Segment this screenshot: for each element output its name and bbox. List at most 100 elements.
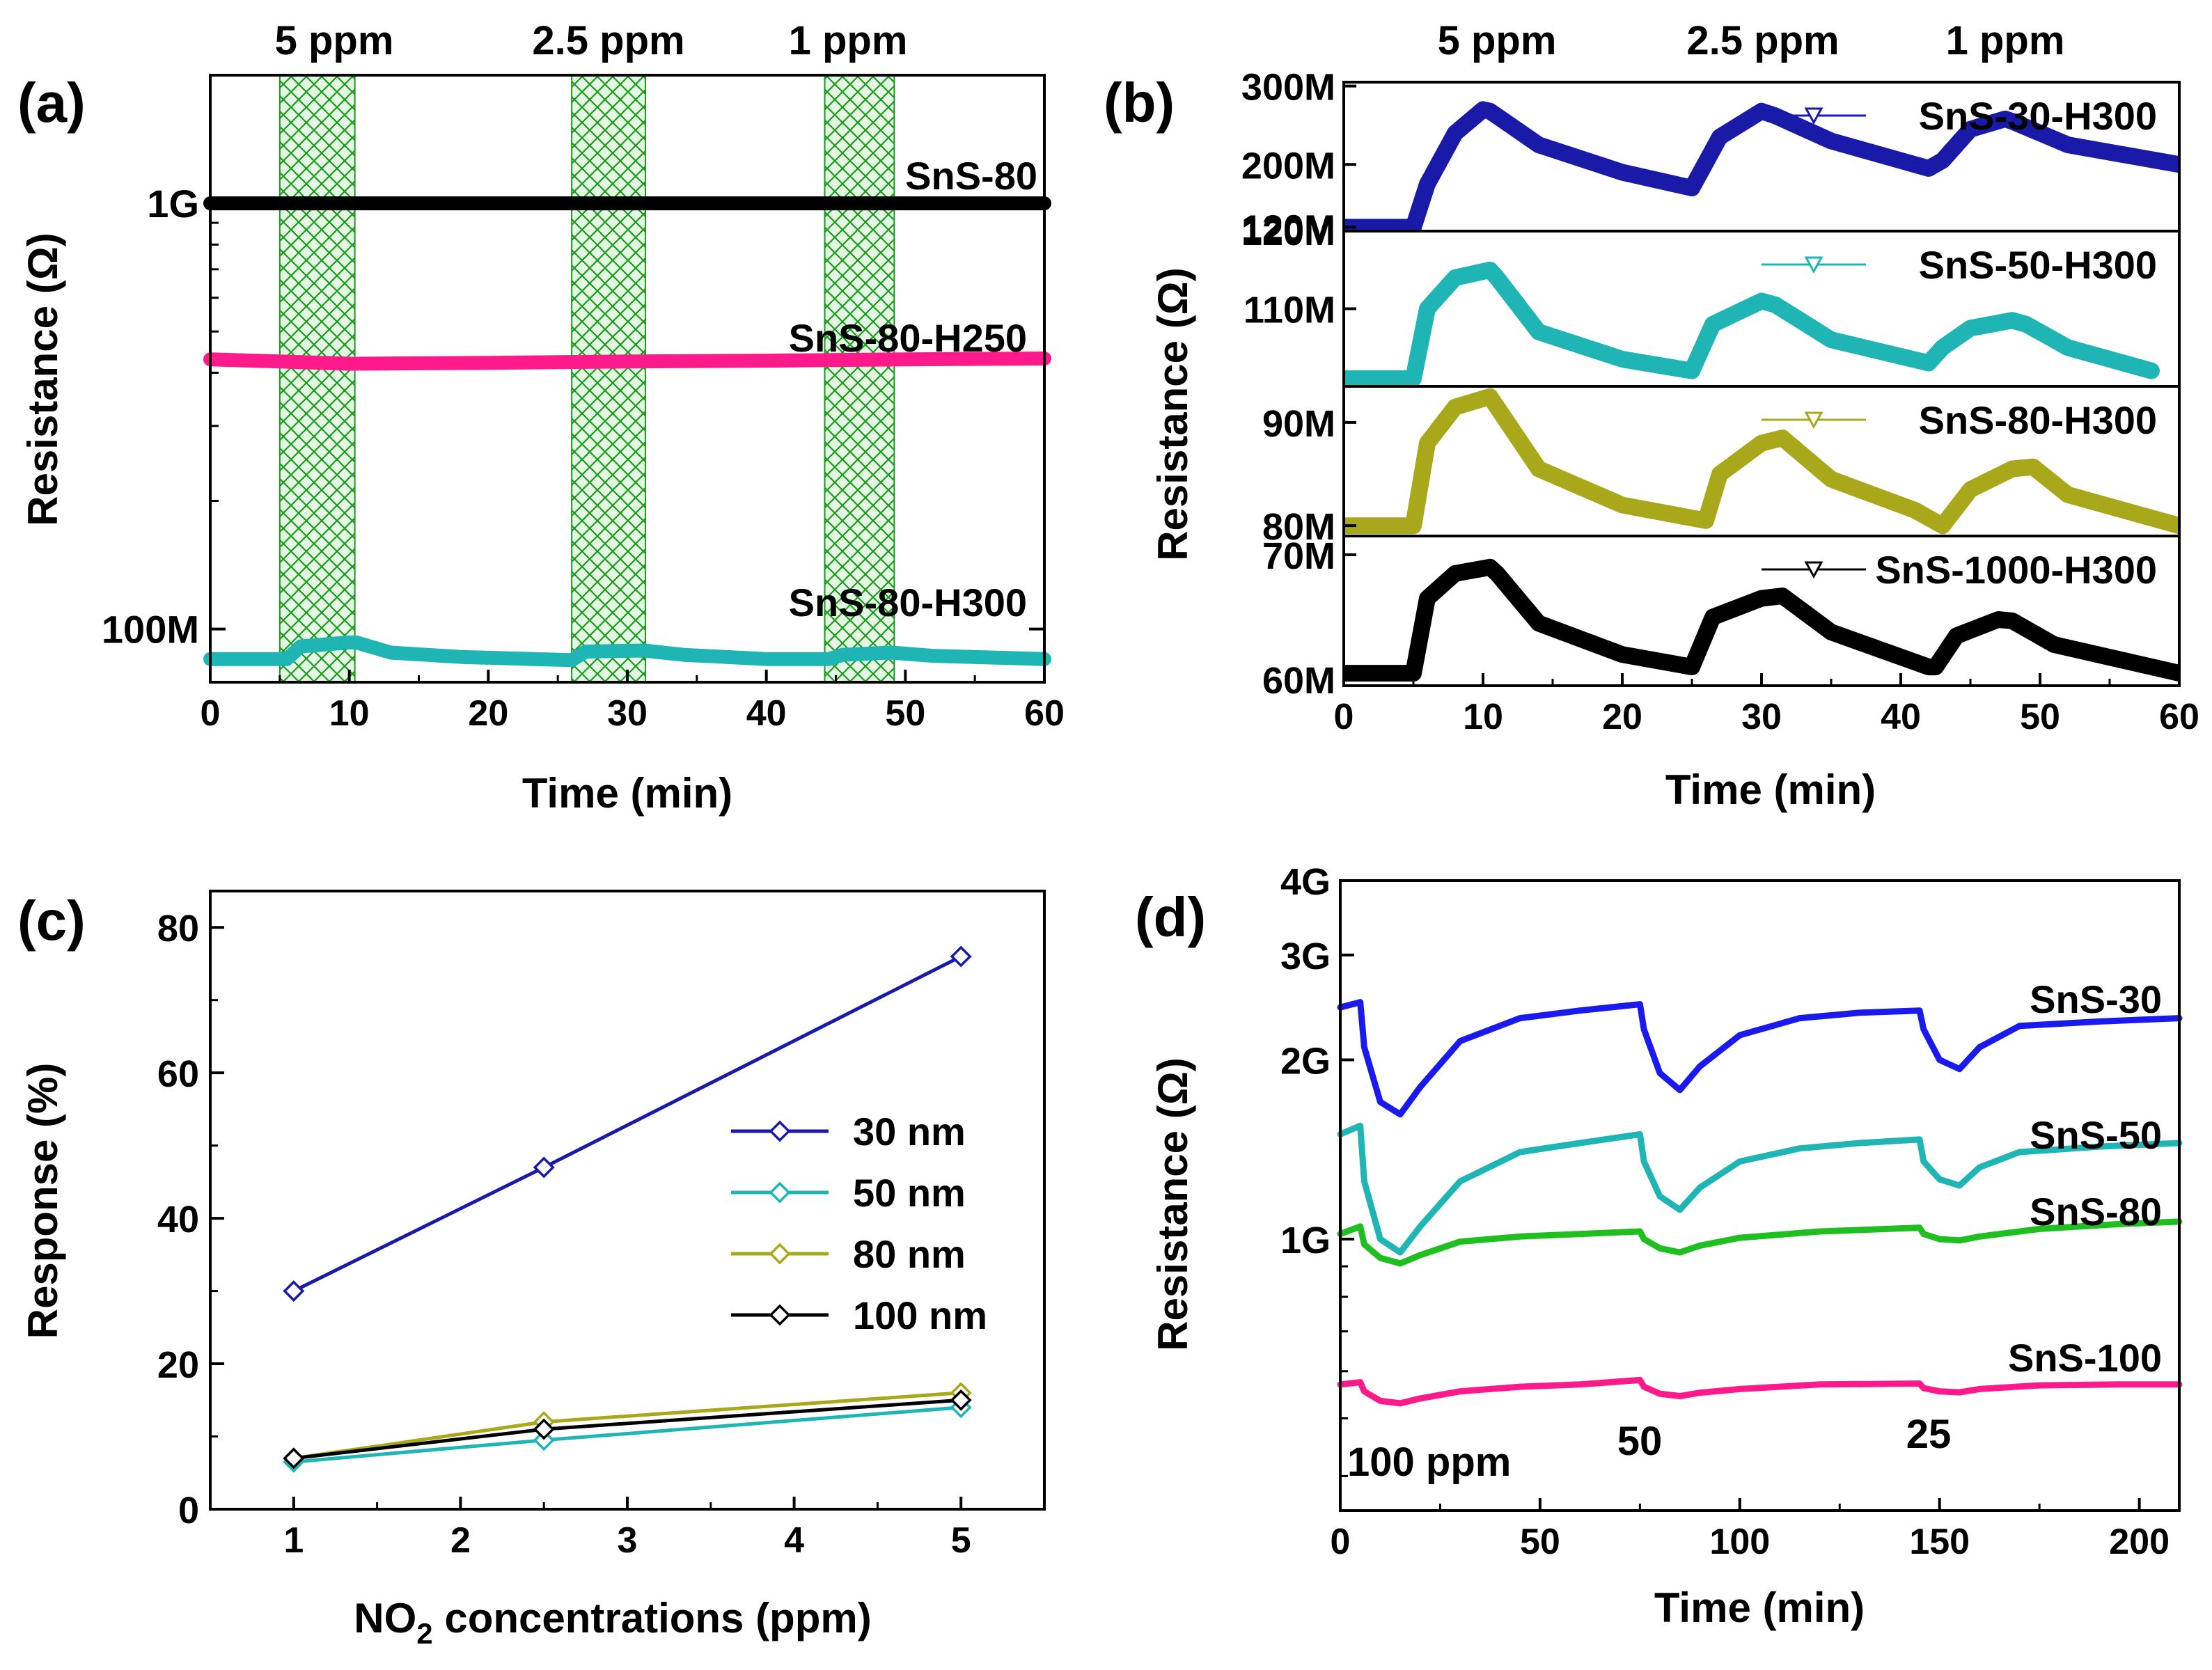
series-label-sns-80: SnS-80 [905,154,1037,198]
y-tick-label: 1G [147,182,199,226]
panel-label-d: (d) [1135,886,1206,948]
legend-marker [1804,411,1823,430]
series-label-sns-80-h250: SnS-80-H250 [789,316,1027,360]
y-axis: 1G 100M [102,182,1044,652]
plot-frame [1339,879,2181,1512]
x-tick-label: 200 [2109,1522,2170,1562]
legend-marker [1804,107,1823,125]
series-line [203,635,1051,668]
x-tick-label: 40 [746,693,787,734]
x-axis: 0 10 20 30 40 50 60 [201,670,1065,734]
series-line [293,1398,962,1460]
y-tick-label: 1G [1280,1220,1331,1261]
x-axis-title: Time (min) [1665,766,1876,813]
exposure-label-1ppm: 1 ppm [789,18,908,63]
y-tick-label: 2G [1280,1040,1331,1082]
series-50 nm [283,1396,972,1473]
x-tick-label: 5 [951,1520,971,1561]
x-tick-label: 4 [784,1520,804,1561]
x-tick-label: 0 [1331,1522,1351,1562]
data-point [533,1418,555,1440]
series-group [1337,999,2183,1407]
legend-marker [769,1243,791,1265]
y-tick-label: 100M [102,608,199,652]
x-tick-label: 1 [283,1520,304,1561]
legend-label: SnS-80-H300 [1919,398,2157,442]
legend-marker [769,1181,791,1204]
exposure-band [279,74,356,683]
x-tick-label: 30 [1741,697,1782,737]
x-tick-label: 50 [885,693,925,734]
panel-d: 0 50 100 150 200 4G 3G 2G 1G SnS-30 SnS-50 SnS-… [1150,861,2183,1631]
x-tick-label: 60 [1024,693,1065,734]
exposure-band [571,74,646,683]
panel-c: 1 2 3 4 5 0 20 40 60 80 30 nm 50 nm 80 nm 100 nm NO… [19,890,1046,1650]
series-line [203,352,1051,371]
data-point [533,1156,555,1179]
subplot-SnS-1000-H300: 70M 60M SnS-1000-H300 [1262,535,2181,702]
series-label-sns-100: SnS-100 [2008,1336,2162,1380]
exposure-label-2.5ppm: 2.5 ppm [532,18,684,63]
y-tick-label: 0 [178,1490,199,1531]
legend-label: SnS-1000-H300 [1875,548,2157,592]
data-point [950,1389,972,1411]
subplot-SnS-50-H300: 120M 110M SnS-50-H300 [1241,212,2181,388]
panel-a: 5 ppm 2.5 ppm 1 ppm 0 10 20 30 40 50 60 1G 100M… [19,18,1065,817]
y-tick-label: 300M [1241,67,1335,109]
series-line [1344,101,2179,231]
series-label-sns-30: SnS-30 [2030,977,2162,1021]
series-30 nm [283,945,972,1302]
y-tick-label: 4G [1280,861,1331,903]
y-tick-label: 80M [1262,506,1335,548]
x-tick-label: 10 [1463,697,1503,737]
series-line [293,1391,962,1460]
data-point [533,1429,555,1451]
x-tick-label: 150 [1909,1522,1970,1562]
legend-label: SnS-30-H300 [1919,94,2157,138]
x-axis: 0 50 100 150 200 [1331,1498,2170,1562]
x-tick-label: 0 [1334,697,1354,737]
x-tick-label: 20 [468,693,508,734]
exposure-label-2.5ppm: 2.5 ppm [1686,18,1839,63]
y-tick-label: 120M [1241,212,1335,253]
annotation-100ppm: 100 ppm [1347,1440,1511,1485]
y-axis-title: Resistance (Ω) [1150,267,1196,561]
data-point [283,1447,305,1470]
panel-label-c: (c) [17,890,86,952]
series-label-sns-80-h300: SnS-80-H300 [789,581,1027,624]
series-line [1337,1122,2183,1256]
x-tick-label: 0 [201,693,221,734]
panel-label-b: (b) [1104,72,1175,134]
data-point [283,1280,305,1302]
x-tick-label: 20 [1602,697,1642,737]
x-tick-label: 2 [450,1520,471,1561]
x-axis-title: Time (min) [1654,1584,1865,1631]
y-axis-title: Response (%) [19,1063,66,1339]
legend-marker [1804,256,1823,274]
x-axis-title: Time (min) [522,770,732,817]
legend: 30 nm 50 nm 80 nm 100 nm [731,1110,987,1337]
y-tick-label: 40 [157,1199,199,1240]
y-tick-label: 70M [1262,535,1335,577]
x-tick-label: 60 [2159,697,2199,737]
x-tick-label: 30 [607,693,648,734]
series-label-sns-50: SnS-50 [2030,1113,2162,1157]
legend-label: 50 nm [853,1171,966,1215]
series-group [283,945,972,1473]
legend-label: 80 nm [853,1232,966,1276]
panel-b: 5 ppm 2.5 ppm 1 ppm 300M 200M 120M SnS-30-H… [1150,18,2199,813]
exposure-label-5ppm: 5 ppm [275,18,394,63]
series-line [1344,558,2179,682]
y-axis-title: Resistance (Ω) [1150,1057,1196,1351]
series-line [1337,999,2183,1118]
x-axis: 1 2 3 4 5 [209,1497,1046,1561]
y-tick-label: 200M [1241,145,1335,187]
x-tick-label: 50 [2020,697,2060,737]
x-axis-title: NO2 concentrations (ppm) [354,1595,871,1650]
legend-marker [769,1120,791,1142]
y-tick-label: 3G [1280,936,1331,977]
legend-marker [1804,561,1823,579]
x-axis: 0 10 20 30 40 50 60 [1334,673,2199,737]
y-axis: 4G 3G 2G 1G [1280,861,1354,1477]
